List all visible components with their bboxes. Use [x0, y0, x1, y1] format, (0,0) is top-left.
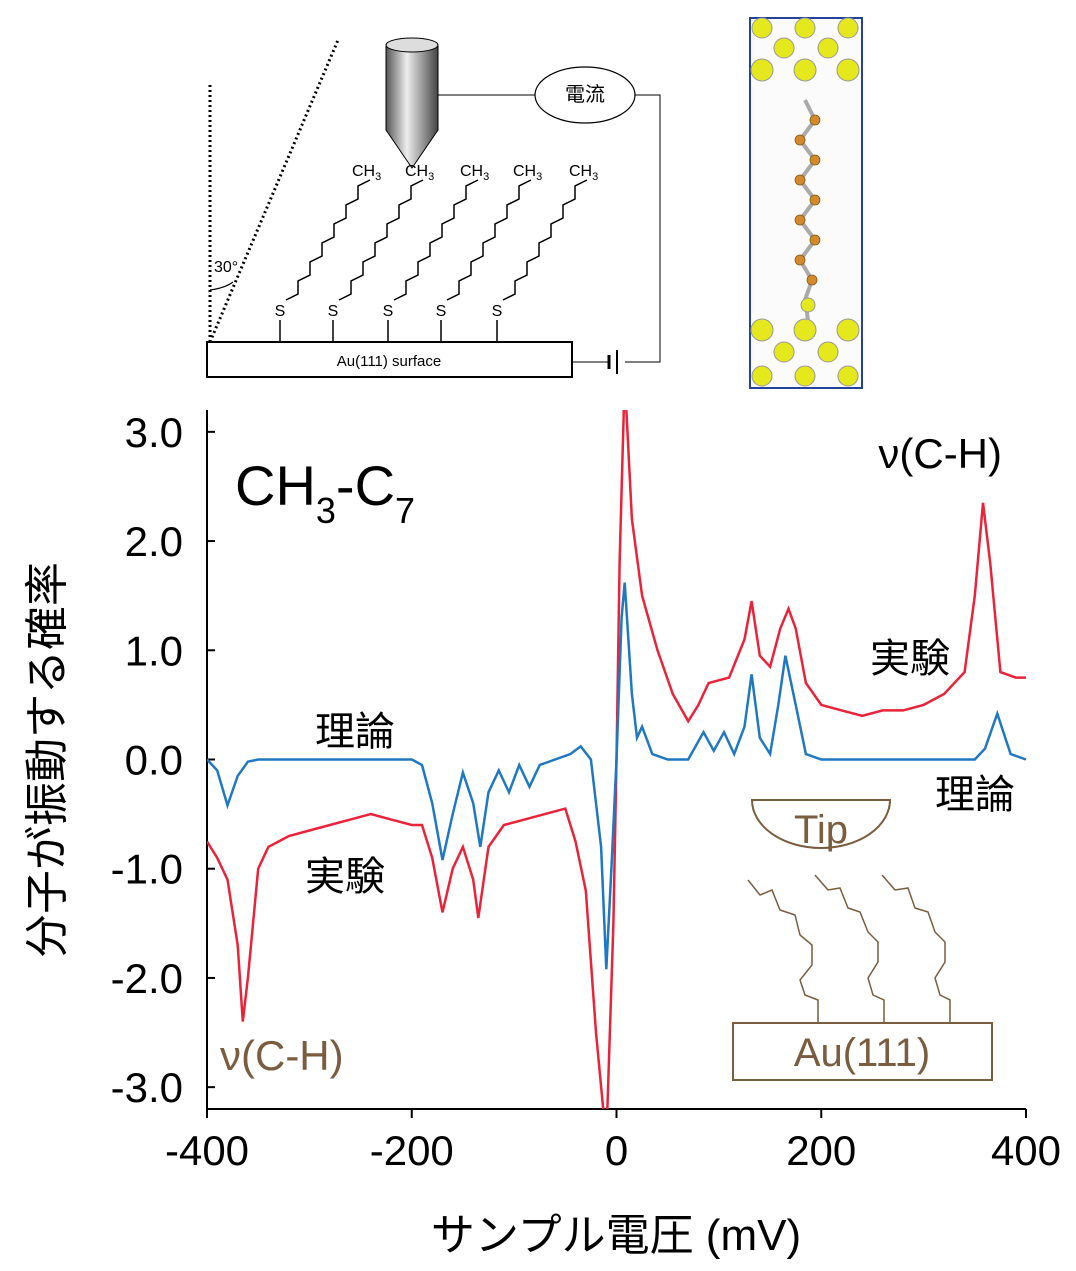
annotation: 実験 [305, 855, 385, 899]
methyl-part: CH [513, 163, 536, 180]
inset-molecules [748, 875, 950, 1023]
annotation: 理論 [315, 710, 395, 754]
alkyl-chain [394, 180, 478, 300]
y-tick-label: -1.0 [111, 846, 183, 893]
formula-sub: 7 [395, 490, 415, 531]
methyl-part: CH [460, 163, 483, 180]
figure: 電流 30° Au(111) surface サンプル電圧 (mV) 分子が振動… [0, 0, 1076, 1266]
x-tick-label: -200 [370, 1127, 454, 1174]
alkyl-chain [503, 180, 587, 300]
y-axis-label: 分子が振動する確率 [23, 562, 72, 958]
x-tick-label: 200 [786, 1127, 856, 1174]
tilt-line [210, 40, 338, 342]
y-tick-label: -3.0 [111, 1064, 183, 1111]
y-tick-label: -2.0 [111, 955, 183, 1002]
annotation: 理論 [935, 773, 1015, 817]
formula-part: CH [235, 454, 316, 517]
y-tick-label: 3.0 [125, 409, 183, 456]
y-tick-label: 1.0 [125, 627, 183, 674]
methyl-sub: 3 [536, 171, 542, 183]
methyl-sub: 3 [428, 171, 434, 183]
angle-label: 30° [214, 259, 238, 276]
alkyl-chain [447, 180, 531, 300]
y-tick-label: 0.0 [125, 737, 183, 784]
stm-tip [386, 45, 438, 168]
formula-label: CH3-C7 [235, 454, 415, 531]
methyl-label: CH3 [460, 163, 489, 183]
annotation: ν(C-H) [220, 1032, 344, 1079]
methyl-label: CH3 [405, 163, 434, 183]
inset-tip-label: Tip [794, 808, 848, 852]
methyl-label: CH3 [569, 163, 598, 183]
page: 電流 30° Au(111) surface サンプル電圧 (mV) 分子が振動… [0, 0, 1076, 1271]
methyl-sub: 3 [483, 171, 489, 183]
x-tick-label: 0 [605, 1127, 628, 1174]
sulfur-label: S [383, 303, 394, 320]
surface-label: Au(111) surface [337, 353, 442, 370]
methyl-part: CH [352, 163, 375, 180]
sulfur-label: S [436, 303, 447, 320]
methyl-label: CH3 [352, 163, 381, 183]
annotation: 実験 [870, 637, 950, 681]
sulfur-label: S [328, 303, 339, 320]
y-tick-label: 2.0 [125, 518, 183, 565]
x-tick-label: 400 [991, 1127, 1061, 1174]
inset-substrate-label: Au(111) [794, 1031, 930, 1075]
alkyl-chain [286, 180, 370, 300]
methyl-sub: 3 [592, 171, 598, 183]
annotation: ν(C-H) [878, 430, 1002, 477]
x-axis-label: サンプル電圧 (mV) [431, 1211, 801, 1260]
molecular-model [750, 18, 862, 388]
formula-part: -C [336, 454, 395, 517]
methyl-sub: 3 [375, 171, 381, 183]
methyl-part: CH [405, 163, 428, 180]
formula-sub: 3 [316, 490, 336, 531]
sulfur-label: S [492, 303, 503, 320]
current-label: 電流 [565, 83, 605, 106]
methyl-part: CH [569, 163, 592, 180]
angle-arc [210, 282, 233, 290]
alkyl-chain [339, 180, 423, 300]
wire [625, 95, 660, 362]
x-tick-label: -400 [165, 1127, 249, 1174]
sulfur-label: S [275, 303, 286, 320]
methyl-label: CH3 [513, 163, 542, 183]
tip-top [386, 38, 438, 52]
